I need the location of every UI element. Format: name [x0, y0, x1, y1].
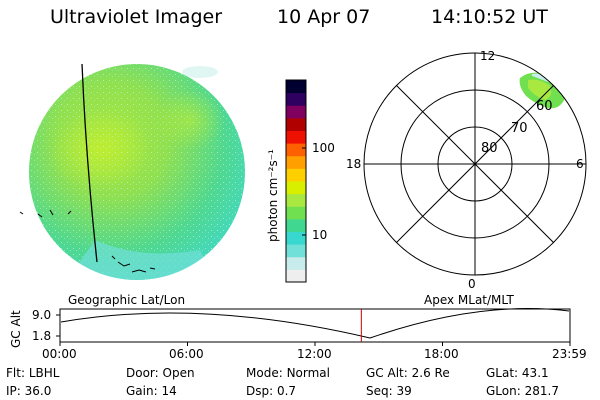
footer-dsp: Dsp: 0.7 [246, 384, 297, 398]
earth-disk-image [29, 64, 245, 280]
right-panel-caption: Apex MLat/MLT [424, 293, 514, 307]
polar-mlt-0: 0 [468, 277, 476, 291]
colorbar-segment [286, 92, 306, 106]
footer-door: Door: Open [126, 366, 195, 380]
footer-ip: IP: 36.0 [6, 384, 52, 398]
altitude-timeline: 9.0 1.8 GC Alt 00:00 06:00 12:00 18:00 2… [9, 308, 587, 361]
colorbar-segment [286, 206, 306, 220]
colorbar-segment [286, 155, 306, 169]
colorbar-segment [286, 105, 306, 119]
observation-time: 14:10:52 UT [431, 6, 548, 28]
timeline-xtick-1200: 12:00 [297, 347, 332, 361]
footer-glon: GLon: 281.7 [486, 384, 559, 398]
colorbar-segment [286, 193, 306, 207]
terminator-line [81, 63, 98, 263]
footer-seq: Seq: 39 [366, 384, 412, 398]
timeline-xtick-0600: 06:00 [169, 347, 204, 361]
colorbar-tick-100: 100 [312, 141, 335, 155]
timeline-ytick-high: 9.0 [32, 308, 51, 322]
colorbar-segment [286, 181, 306, 195]
altitude-curve [60, 308, 570, 339]
coastline-fragments [19, 209, 156, 273]
polar-lat-60: 60 [536, 99, 553, 114]
colorbar-segment [286, 244, 306, 258]
timeline-xtick-0000: 00:00 [42, 347, 77, 361]
polar-mlt-18: 18 [346, 157, 361, 171]
colorbar [286, 80, 306, 283]
colorbar-label: photon cm⁻²s⁻¹ [266, 149, 280, 242]
polar-plot: 80 70 60 12 18 6 0 [346, 49, 587, 291]
colorbar-segment [286, 231, 306, 245]
timeline-xtick-2359: 23:59 [552, 347, 587, 361]
polar-mlt-12: 12 [480, 49, 495, 63]
footer-gc-alt: GC Alt: 2.6 Re [366, 366, 450, 380]
colorbar-segment [286, 269, 306, 283]
colorbar-segment [286, 130, 306, 144]
colorbar-tick-10: 10 [312, 228, 327, 242]
colorbar-segment [286, 168, 306, 182]
left-panel-caption: Geographic Lat/Lon [68, 293, 185, 307]
instrument-title: Ultraviolet Imager [50, 6, 223, 28]
polar-lat-70: 70 [511, 121, 528, 136]
footer-glat: GLat: 43.1 [486, 366, 549, 380]
polar-mlt-6: 6 [576, 157, 584, 171]
observation-date: 10 Apr 07 [277, 6, 371, 28]
timeline-ytick-low: 1.8 [32, 329, 51, 343]
timeline-ylabel: GC Alt [9, 310, 23, 348]
footer-mode: Mode: Normal [246, 366, 330, 380]
colorbar-segment [286, 218, 306, 232]
polar-lat-80: 80 [481, 141, 498, 156]
colorbar-segment [286, 143, 306, 157]
timeline-xtick-1800: 18:00 [424, 347, 459, 361]
colorbar-segment [286, 117, 306, 131]
colorbar-segment [286, 80, 306, 94]
colorbar-segment [286, 256, 306, 270]
footer-flt: Flt: LBHL [6, 366, 60, 380]
footer-gain: Gain: 14 [126, 384, 177, 398]
colorbar-frame [285, 79, 307, 283]
